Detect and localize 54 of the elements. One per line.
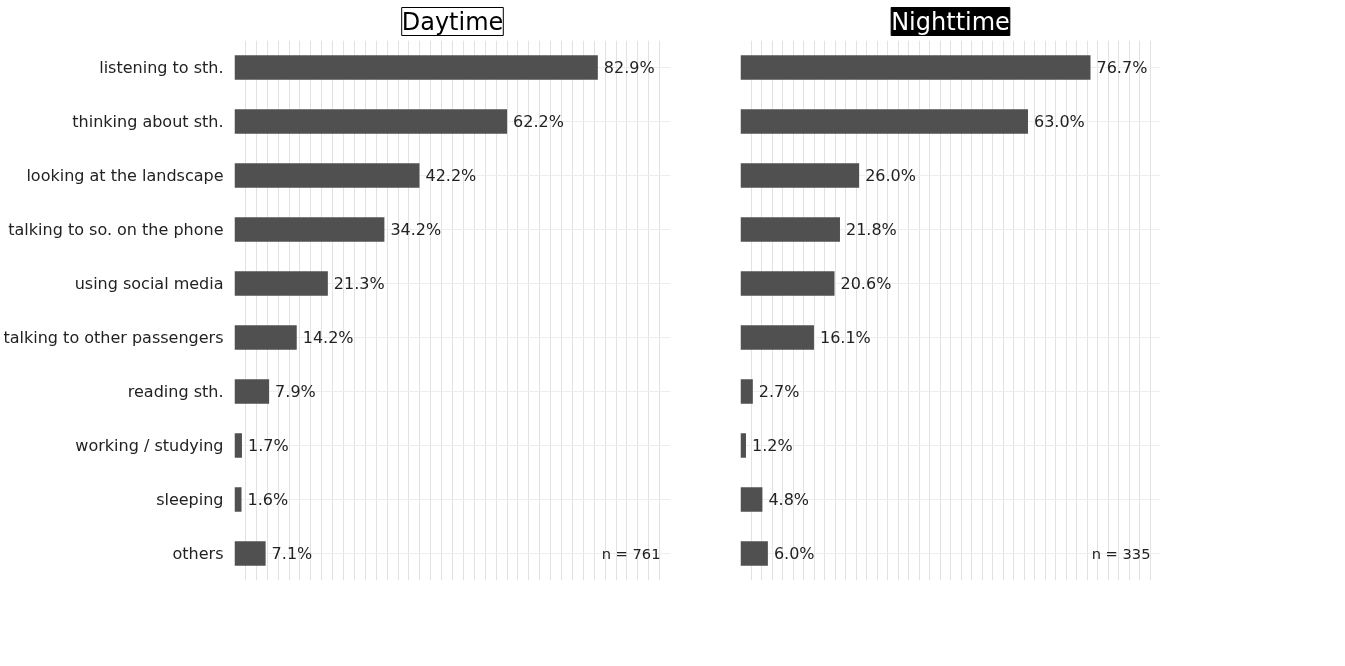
- bar: [234, 379, 270, 404]
- data-label: 63.0%: [1033, 112, 1085, 131]
- bar: [234, 433, 242, 458]
- y-tick-label: thinking about sth.: [72, 112, 224, 131]
- bar: [234, 541, 266, 566]
- bar: [740, 541, 768, 566]
- y-tick-label: working / studying: [75, 436, 224, 455]
- y-tick-label: sleeping: [156, 490, 224, 509]
- bar: [740, 325, 814, 350]
- bar: [740, 433, 746, 458]
- data-label: 82.9%: [603, 58, 655, 77]
- data-label: 16.1%: [819, 328, 871, 347]
- data-label: 1.7%: [247, 436, 289, 455]
- bar: [234, 271, 328, 296]
- bar: [740, 217, 840, 242]
- bar: [234, 217, 385, 242]
- chart-title: Daytime: [401, 7, 504, 36]
- data-label: 26.0%: [865, 166, 916, 185]
- data-label: 34.2%: [390, 220, 442, 239]
- bar: [234, 109, 508, 134]
- bar: [234, 325, 297, 350]
- text: n = 335: [1091, 545, 1151, 562]
- text: n = 761: [601, 545, 661, 562]
- y-tick-label: using social media: [74, 274, 224, 293]
- y-tick-label: reading sth.: [127, 382, 224, 401]
- data-label: 21.8%: [845, 220, 897, 239]
- y-tick-label: listening to sth.: [99, 58, 224, 77]
- bar: [740, 379, 753, 404]
- data-label: 4.8%: [768, 490, 810, 509]
- data-label: 14.2%: [302, 328, 354, 347]
- y-tick-label: talking to so. on the phone: [8, 220, 224, 239]
- data-label: 1.6%: [247, 490, 289, 509]
- data-label: 42.2%: [425, 166, 477, 185]
- bar: [234, 163, 420, 188]
- data-label: 1.2%: [751, 436, 793, 455]
- bar: [234, 55, 598, 80]
- y-tick-label: others: [172, 544, 224, 563]
- bar: [740, 163, 860, 188]
- bar: [740, 271, 835, 296]
- data-label: 21.3%: [333, 274, 385, 293]
- y-tick-label: looking at the landscape: [26, 166, 224, 185]
- data-label: 76.7%: [1096, 58, 1148, 77]
- chart-title: Nighttime: [891, 7, 1010, 36]
- bar: [234, 487, 242, 512]
- y-tick-label: talking to other passengers: [3, 328, 224, 347]
- data-label: 2.7%: [758, 382, 800, 401]
- data-label: 7.1%: [271, 544, 313, 563]
- data-label: 20.6%: [840, 274, 892, 293]
- bar: [740, 109, 1028, 134]
- data-label: 62.2%: [513, 112, 564, 131]
- bar: [740, 55, 1091, 80]
- bar: [740, 487, 763, 512]
- data-label: 7.9%: [275, 382, 316, 401]
- data-label: 6.0%: [773, 544, 815, 563]
